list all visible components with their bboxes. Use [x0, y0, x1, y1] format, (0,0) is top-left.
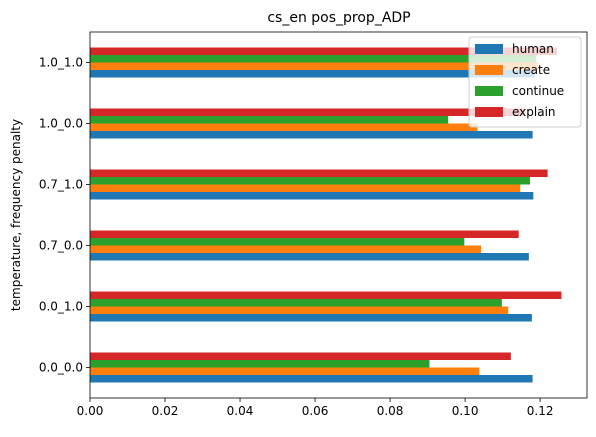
- bar-human-0.7_1.0: [90, 192, 534, 200]
- x-tick-label: 0.02: [152, 404, 179, 418]
- legend-swatch-human: [475, 44, 503, 54]
- bar-create-1.0_0.0: [90, 123, 478, 131]
- bar-continue-0.7_1.0: [90, 177, 530, 185]
- bar-human-1.0_1.0: [90, 70, 535, 78]
- legend-swatch-create: [475, 65, 503, 75]
- y-axis-label: temperature, frequency penalty: [9, 119, 23, 311]
- plot-frame: [89, 31, 588, 399]
- bar-explain-0.0_0.0: [90, 352, 511, 360]
- bar-create-1.0_1.0: [90, 62, 539, 70]
- legend-box: [468, 36, 582, 128]
- bar-explain-0.7_1.0: [90, 169, 548, 177]
- legend-label-create: create: [512, 63, 550, 77]
- ticks-layer: 0.00 0.02 0.04 0.06 0.08 0.10 0.12 0.0_0.0 0.0_1…: [39, 56, 554, 419]
- bar-explain-0.7_0.0: [90, 230, 519, 238]
- bar-create-0.7_1.0: [90, 184, 521, 192]
- bar-human-0.0_0.0: [90, 375, 533, 383]
- legend-label-explain: explain: [512, 105, 556, 119]
- bars-layer: [90, 47, 562, 383]
- bar-human-0.7_0.0: [90, 253, 529, 261]
- x-tick-label: 0.04: [227, 404, 254, 418]
- bar-create-0.0_0.0: [90, 367, 480, 375]
- bar-explain-0.0_1.0: [90, 291, 562, 299]
- bar-continue-0.0_0.0: [90, 360, 430, 368]
- bar-human-0.0_1.0: [90, 314, 532, 322]
- y-tick-label: 1.0_1.0: [39, 56, 83, 70]
- legend: human create continue explain: [468, 36, 582, 128]
- x-tick-label: 0.10: [452, 404, 479, 418]
- legend-label-human: human: [512, 42, 554, 56]
- bar-human-1.0_0.0: [90, 131, 533, 139]
- bar-explain-1.0_0.0: [90, 108, 525, 116]
- y-tick-label: 0.7_0.0: [39, 239, 83, 253]
- bar-create-0.7_0.0: [90, 245, 482, 253]
- x-tick-label: 0.08: [377, 404, 404, 418]
- legend-swatch-explain: [475, 107, 503, 117]
- x-tick-label: 0.06: [302, 404, 329, 418]
- bar-continue-0.0_1.0: [90, 299, 502, 307]
- y-tick-label: 0.0_0.0: [39, 361, 83, 375]
- chart-title: cs_en pos_prop_ADP: [267, 10, 410, 26]
- legend-swatch-continue: [475, 86, 503, 96]
- y-tick-label: 0.7_1.0: [39, 178, 83, 192]
- bar-continue-1.0_0.0: [90, 116, 449, 124]
- x-tick-label: 0.12: [527, 404, 554, 418]
- x-tick-label: 0.00: [77, 404, 104, 418]
- bar-explain-1.0_1.0: [90, 47, 557, 55]
- y-tick-label: 0.0_1.0: [39, 300, 83, 314]
- bar-create-0.0_1.0: [90, 306, 509, 314]
- y-tick-label: 1.0_0.0: [39, 117, 83, 131]
- bar-continue-1.0_1.0: [90, 55, 537, 63]
- legend-label-continue: continue: [512, 84, 564, 98]
- bar-continue-0.7_0.0: [90, 238, 465, 246]
